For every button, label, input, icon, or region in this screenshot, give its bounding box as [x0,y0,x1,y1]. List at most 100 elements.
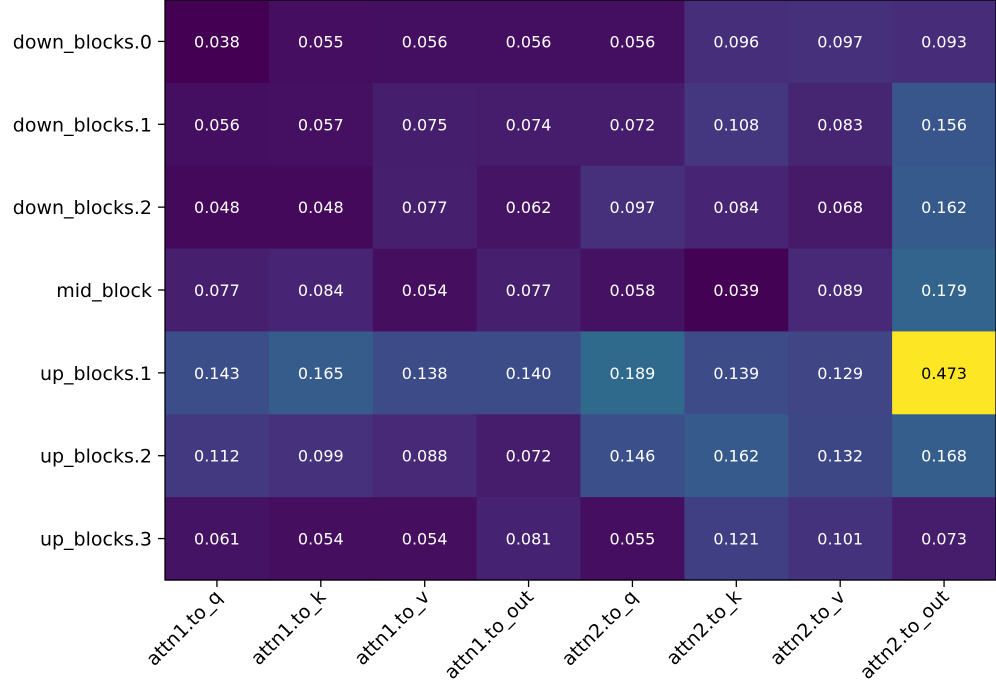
cell-value-label: 0.146 [610,447,656,466]
cell-value-label: 0.039 [713,281,759,300]
y-tick-label: down_blocks.2 [13,197,152,219]
heatmap-cell [684,82,789,167]
cell-value-label: 0.129 [817,364,863,383]
heatmap-cell [580,248,685,333]
heatmap-cell [268,414,374,498]
heatmap-cell [892,82,996,167]
heatmap-cell [476,331,582,415]
cell-value-label: 0.055 [298,32,344,51]
heatmap-cell [268,165,374,250]
cell-value-label: 0.089 [817,281,863,300]
heatmap-cell [476,248,582,333]
heatmap-cell [788,497,893,581]
heatmap-cell [268,248,374,333]
x-tick-label: attn1.to_q [142,586,226,670]
heatmap-cell [372,331,478,415]
x-tick-label: attn2.to_q [558,586,642,670]
heatmap-cell [165,0,270,84]
heatmap-cell [788,165,893,250]
cell-value-label: 0.062 [506,198,552,217]
x-tick-label: attn2.to_k [662,586,746,670]
cell-value-label: 0.121 [713,530,759,549]
cell-value-label: 0.162 [713,447,759,466]
heatmap-cell [684,414,789,498]
y-tick-label: up_blocks.2 [40,446,152,468]
heatmap-cell [580,497,685,581]
heatmap-cell [268,497,374,581]
heatmap-cell [684,331,789,415]
heatmap-cell [476,497,582,581]
cell-value-label: 0.156 [921,115,967,134]
x-tick-label: attn2.to_v [766,586,850,670]
heatmap-cell [580,331,685,415]
x-tick-label: attn1.to_out [440,586,538,684]
heatmap-cell [476,0,582,84]
heatmap-cell [165,414,270,498]
heatmap-cell [268,0,374,84]
y-axis: down_blocks.0 down_blocks.1 down_blocks.2m… [13,31,165,551]
heatmap-cell [684,497,789,581]
cell-value-label: 0.074 [506,115,552,134]
cell-value-label: 0.072 [610,115,656,134]
cell-value-label: 0.057 [298,115,344,134]
x-tick-label: attn2.to_out [856,586,954,684]
cell-value-label: 0.473 [921,364,967,383]
cell-value-label: 0.055 [610,530,656,549]
heatmap-cell [372,497,478,581]
heatmap-cell [476,165,582,250]
cell-value-label: 0.054 [298,530,344,549]
heatmap-cell [892,248,996,333]
cell-value-label: 0.143 [194,364,240,383]
cell-value-label: 0.073 [921,530,967,549]
cell-value-label: 0.068 [817,198,863,217]
heatmap-cell [165,82,270,167]
cell-value-label: 0.048 [194,198,240,217]
cell-value-label: 0.132 [817,447,863,466]
heatmap-cell [788,248,893,333]
cell-value-label: 0.189 [610,364,656,383]
heatmap-cell [165,248,270,333]
heatmap-cells [165,0,996,581]
heatmap-cell [580,82,685,167]
y-tick-label: down_blocks.0 [13,31,152,53]
cell-value-label: 0.056 [610,32,656,51]
heatmap-cell [165,331,270,415]
cell-value-label: 0.084 [713,198,759,217]
heatmap-cell [892,414,996,498]
cell-value-label: 0.081 [506,530,552,549]
heatmap-cell [372,248,478,333]
heatmap-cell [892,497,996,581]
cell-value-label: 0.061 [194,530,240,549]
heatmap-cell [892,0,996,84]
heatmap-cell [788,0,893,84]
cell-value-label: 0.179 [921,281,967,300]
cell-value-label: 0.140 [506,364,552,383]
heatmap-cell [165,497,270,581]
cell-value-label: 0.097 [610,198,656,217]
cell-value-label: 0.084 [298,281,344,300]
cell-value-label: 0.165 [298,364,344,383]
cell-value-label: 0.097 [817,32,863,51]
cell-value-label: 0.077 [402,198,448,217]
cell-value-label: 0.048 [298,198,344,217]
cell-value-label: 0.099 [298,447,344,466]
cell-value-label: 0.077 [194,281,240,300]
cell-value-label: 0.112 [194,447,240,466]
heatmap-cell [476,414,582,498]
heatmap-cell [268,331,374,415]
y-tick-label: down_blocks.1 [13,114,152,136]
cell-value-label: 0.054 [402,530,448,549]
cell-value-label: 0.038 [194,32,240,51]
cell-value-label: 0.168 [921,447,967,466]
heatmap-cell [476,82,582,167]
y-tick-label: mid_block [56,280,152,302]
heatmap-cell [372,82,478,167]
heatmap-cell [372,0,478,84]
cell-value-label: 0.138 [402,364,448,383]
heatmap-cell [788,82,893,167]
y-tick-label: up_blocks.3 [40,529,152,551]
cell-value-label: 0.056 [506,32,552,51]
heatmap-cell [165,165,270,250]
cell-value-label: 0.162 [921,198,967,217]
cell-value-label: 0.093 [921,32,967,51]
